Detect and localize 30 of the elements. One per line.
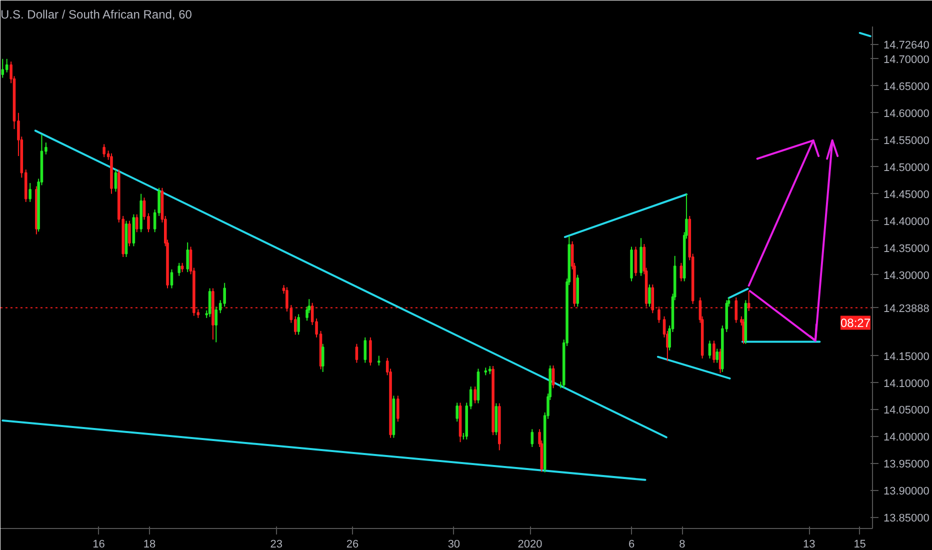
x-tick-label: 18 (143, 538, 156, 550)
y-tick-label: 14.72640 (884, 40, 930, 52)
y-tick-label: 14.35000 (884, 242, 930, 255)
y-tick-label: 14.00000 (884, 432, 930, 444)
y-tick-label: 14.45000 (884, 188, 930, 201)
x-tick-label: 15 (854, 538, 866, 550)
y-tick-label: 14.15000 (884, 350, 930, 363)
x-tick-label: 30 (448, 538, 460, 550)
x-tick-label: 2020 (518, 538, 542, 550)
y-tick-label: 14.55000 (884, 134, 930, 147)
y-tick-label: 14.10000 (884, 378, 930, 390)
annotation: 08:27 (840, 316, 871, 330)
x-tick-label: 16 (92, 538, 105, 550)
x-tick-label: 6 (628, 538, 635, 550)
x-tick-label: 26 (346, 538, 359, 550)
y-tick-label: 14.50000 (884, 162, 930, 174)
x-tick-label: 8 (679, 538, 686, 550)
x-tick-label: 23 (270, 538, 282, 550)
y-tick-label: 14.30000 (884, 270, 930, 282)
y-tick-label: 14.40000 (884, 216, 930, 228)
y-tick-label: 14.70000 (884, 54, 930, 66)
y-tick-label: 13.95000 (884, 458, 930, 471)
y-tick-label: 13.90000 (884, 486, 930, 498)
chart-title: U.S. Dollar / South African Rand, 60 (0, 8, 192, 22)
ref-line-label: 14.23888 (884, 302, 930, 315)
y-tick-label: 13.85000 (884, 512, 930, 525)
y-tick-label: 14.65000 (884, 80, 930, 93)
y-tick-label: 14.60000 (884, 108, 930, 120)
x-tick-label: 13 (802, 538, 816, 550)
y-tick-label: 14.05000 (884, 404, 930, 417)
